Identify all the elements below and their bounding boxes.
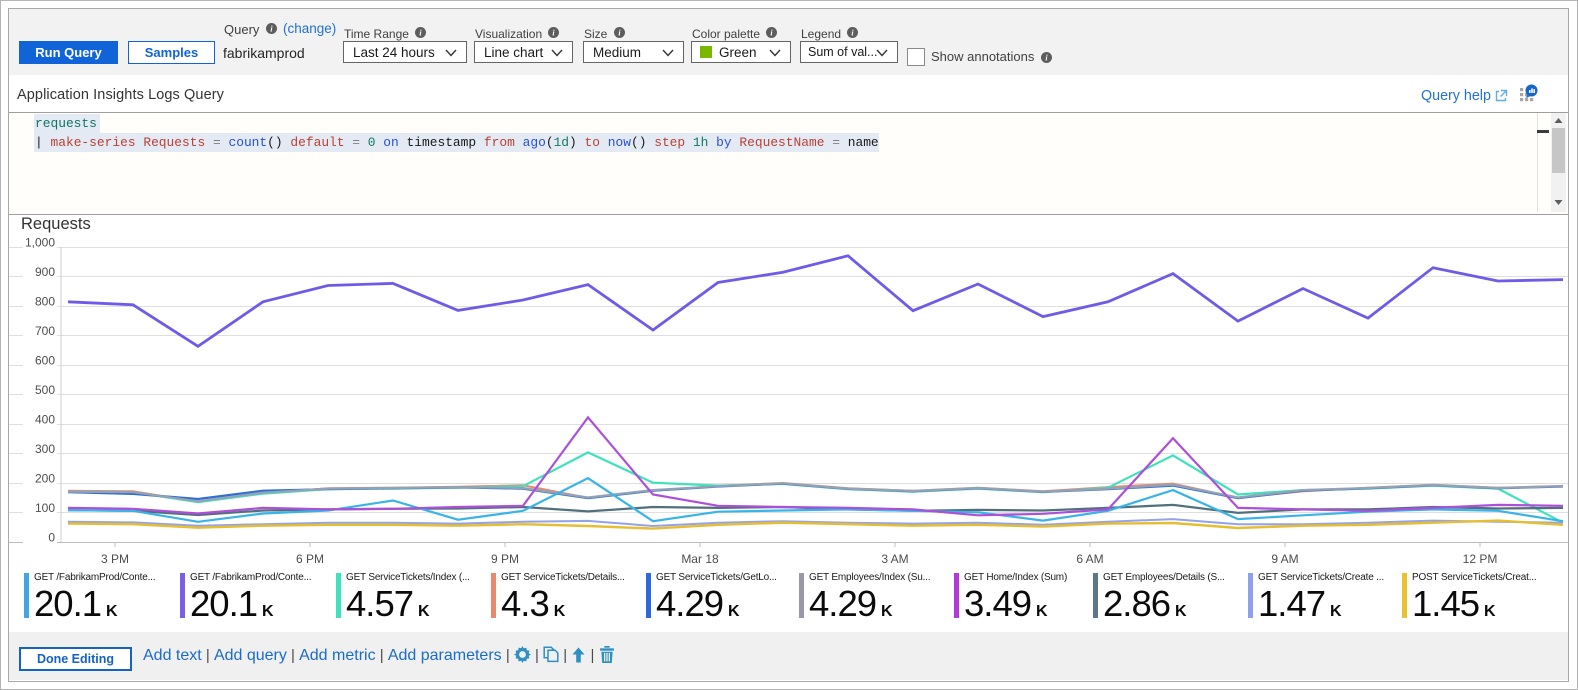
svg-text:12 PM: 12 PM	[1463, 552, 1498, 566]
svg-text:i: i	[618, 29, 621, 38]
svg-text:700: 700	[35, 324, 55, 338]
svg-text:i: i	[770, 29, 773, 38]
svg-text:6 PM: 6 PM	[296, 552, 324, 566]
svg-text:900: 900	[35, 265, 55, 279]
svg-text:i: i	[552, 29, 555, 38]
svg-text:i: i	[1045, 54, 1048, 63]
svg-text:3 PM: 3 PM	[101, 552, 129, 566]
svg-text:0: 0	[48, 531, 55, 545]
svg-text:3 AM: 3 AM	[881, 552, 908, 566]
svg-text:800: 800	[35, 295, 55, 309]
svg-text:i: i	[851, 29, 854, 38]
svg-text:600: 600	[35, 354, 55, 368]
svg-text:Mar 18: Mar 18	[681, 552, 719, 566]
svg-text:6 AM: 6 AM	[1076, 552, 1103, 566]
svg-text:300: 300	[35, 442, 55, 456]
svg-text:i: i	[419, 29, 422, 38]
svg-text:200: 200	[35, 472, 55, 486]
svg-text:400: 400	[35, 413, 55, 427]
svg-text:i: i	[270, 25, 273, 34]
svg-text:100: 100	[35, 501, 55, 515]
svg-text:9 PM: 9 PM	[491, 552, 519, 566]
svg-text:1,000: 1,000	[25, 236, 55, 250]
svg-text:500: 500	[35, 383, 55, 397]
svg-text:9 AM: 9 AM	[1271, 552, 1298, 566]
